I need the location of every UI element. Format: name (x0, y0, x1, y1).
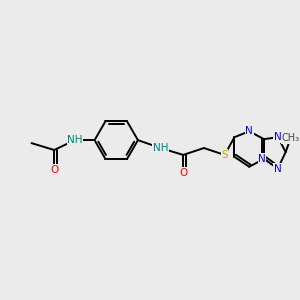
Text: NH: NH (153, 143, 168, 153)
Text: NH: NH (67, 135, 83, 145)
Text: CH₃: CH₃ (281, 133, 300, 143)
Text: S: S (221, 150, 228, 160)
Text: N: N (245, 126, 253, 136)
Text: O: O (50, 165, 58, 175)
Text: N: N (258, 154, 266, 164)
Text: O: O (179, 168, 188, 178)
Text: N: N (274, 164, 282, 174)
Text: N: N (274, 132, 282, 142)
